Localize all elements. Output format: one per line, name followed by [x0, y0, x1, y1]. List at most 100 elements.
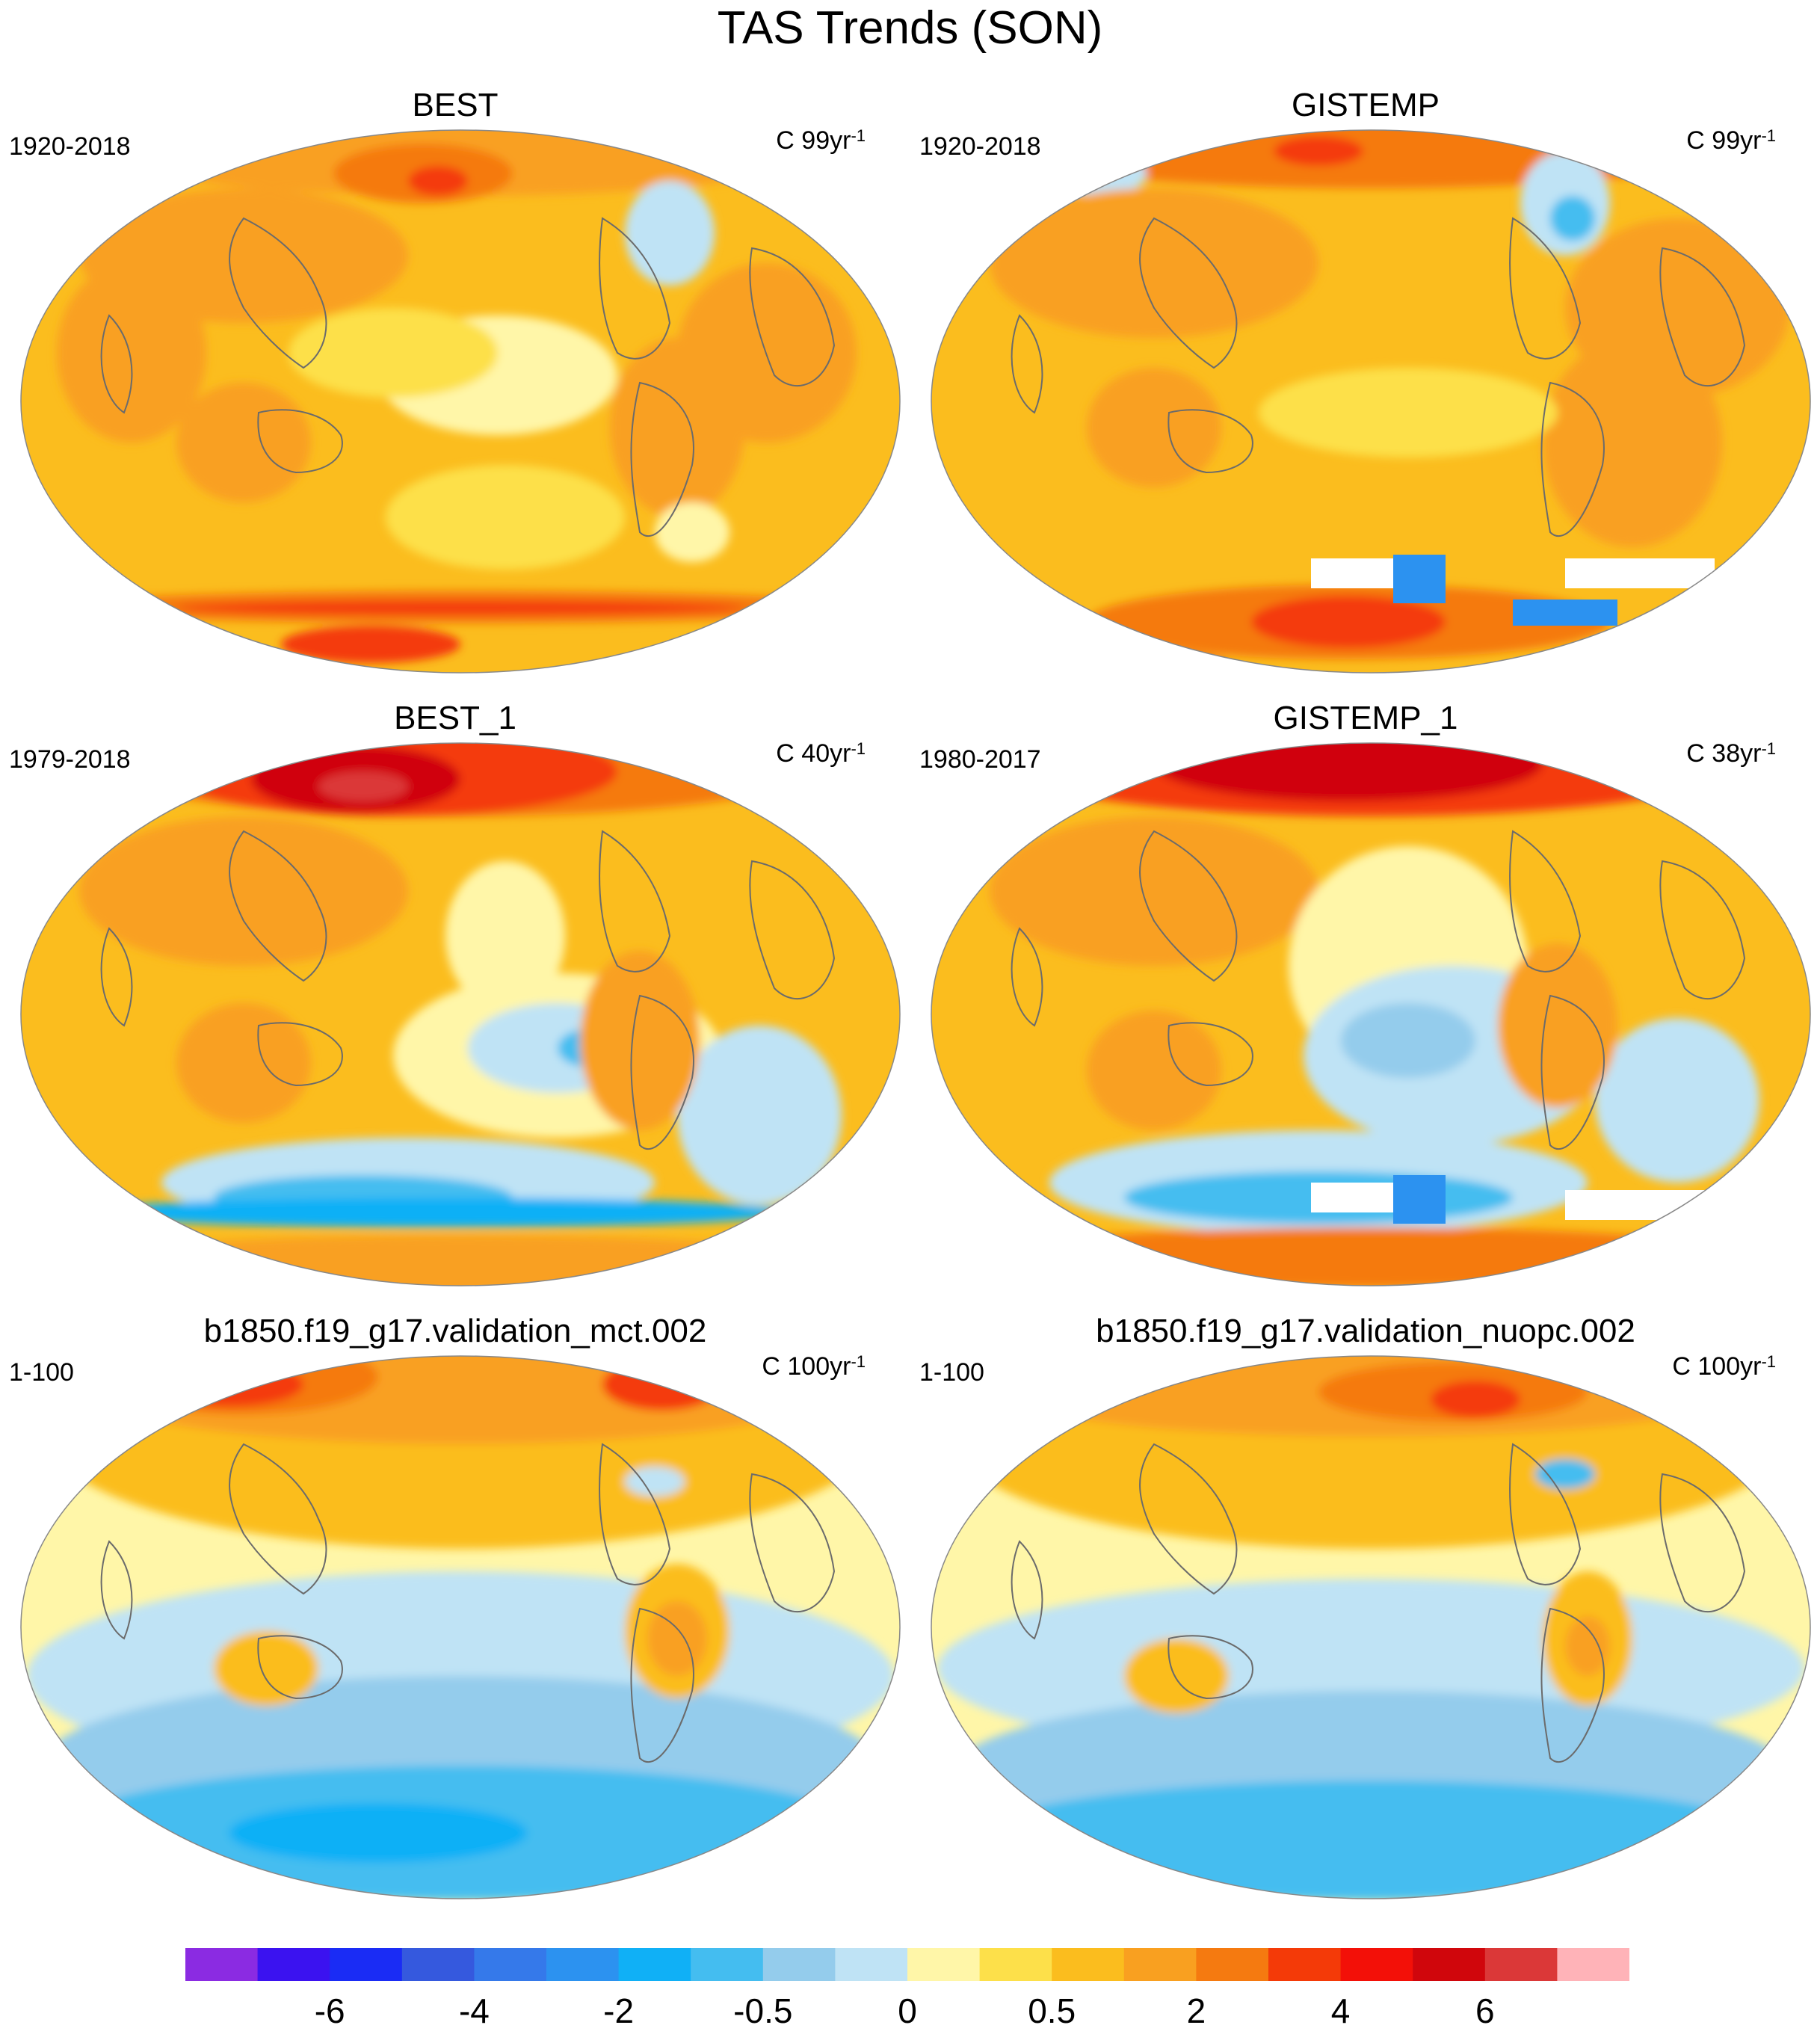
map-plot: [20, 742, 901, 1286]
map-contour-region: [1251, 596, 1446, 648]
map-plot: [931, 742, 1811, 1286]
colorbar-swatch: [835, 1948, 908, 1981]
map-contour-region: [87, 1198, 789, 1227]
map-contour-region: [1087, 368, 1221, 487]
panel-units: C 40yr-1: [776, 739, 866, 768]
panel-title: b1850.f19_g17.validation_mct.002: [203, 1313, 707, 1349]
colorbar-tick-label: -2: [603, 1991, 635, 2030]
panel-title: BEST_1: [394, 700, 516, 736]
coastline: [749, 247, 836, 387]
map-contour-region: [72, 1356, 849, 1444]
map-contour-region: [647, 1601, 707, 1676]
missing-data-region: [1311, 558, 1393, 588]
colorbar-swatch: [979, 1948, 1052, 1981]
map-contour-region: [318, 771, 408, 801]
coastline: [1540, 1607, 1605, 1763]
coastline: [1509, 830, 1582, 973]
map-plot: [20, 1355, 901, 1899]
map-contour-region: [1124, 1639, 1229, 1713]
coastline: [100, 1540, 133, 1640]
map-panel: b1850.f19_g17.validation_nuopc.002 1-100 C…: [910, 1226, 1820, 1899]
map-contour-region: [408, 166, 468, 196]
colorbar-tick-label: -0.5: [733, 1991, 793, 2030]
map-contour-region: [655, 502, 729, 562]
coastline: [1167, 409, 1253, 474]
map-contour-region: [625, 1467, 685, 1497]
map-contour-region: [57, 263, 206, 443]
coastline: [1540, 381, 1605, 537]
map-contour-region: [990, 816, 1318, 966]
map-contour-region: [176, 600, 744, 615]
colorbar: [185, 1948, 1629, 1981]
map-contour-region: [1393, 1175, 1446, 1224]
coastline: [257, 409, 343, 474]
coastline: [630, 1607, 694, 1763]
colorbar-tick-label: -6: [314, 1991, 345, 2030]
panel-units: C 100yr-1: [1672, 1352, 1776, 1381]
map-contour-region: [1550, 196, 1595, 241]
coastline: [1139, 830, 1238, 982]
map-contour-region: [1513, 600, 1617, 626]
map-contour-region: [386, 465, 625, 570]
missing-data-region: [1311, 1183, 1393, 1212]
coastline: [1011, 1540, 1043, 1640]
coastline: [1659, 860, 1746, 1000]
coastline: [1167, 1022, 1253, 1087]
panel-title: BEST: [412, 87, 499, 123]
panel-units: C 100yr-1: [762, 1352, 866, 1381]
coastline: [1509, 1443, 1582, 1585]
map-contour-region: [602, 1358, 722, 1411]
panel-period: 1-100: [9, 1358, 74, 1387]
map-contour-region: [1341, 1003, 1475, 1078]
colorbar-swatch: [1340, 1948, 1413, 1981]
colorbar-swatch: [1413, 1948, 1486, 1981]
map-panel: b1850.f19_g17.validation_mct.002 1-100 C 1…: [0, 1226, 910, 1899]
map-plot: [931, 1355, 1811, 1899]
map-plot: [20, 129, 901, 674]
missing-data-region: [1565, 1190, 1715, 1220]
coastline: [229, 1443, 327, 1595]
map-contour-region: [214, 1631, 318, 1706]
coastline: [1659, 247, 1746, 387]
colorbar-swatch: [330, 1948, 403, 1981]
map-contour-region: [677, 1026, 842, 1205]
map-border: [20, 1355, 901, 1899]
coastline: [630, 381, 694, 537]
colorbar-tick-label: -4: [458, 1991, 490, 2030]
map-border: [20, 129, 901, 674]
colorbar-swatch: [618, 1948, 691, 1981]
map-border: [931, 1355, 1811, 1899]
panel-title: GISTEMP_1: [1273, 700, 1458, 736]
panel-units: C 38yr-1: [1686, 739, 1776, 768]
map-contour-region: [1259, 368, 1558, 457]
colorbar-tick-label: 6: [1475, 1991, 1495, 2030]
coastline: [257, 1635, 343, 1700]
coastline: [257, 1022, 343, 1087]
panel-period: 1920-2018: [9, 132, 131, 161]
map-contour-region: [445, 861, 565, 1011]
map-panel: BEST 1920-2018 C 99yr-1: [0, 0, 910, 674]
map-contour-region: [580, 951, 700, 1130]
colorbar-swatch: [401, 1948, 475, 1981]
map-plot: [931, 129, 1811, 674]
coastline: [599, 1443, 671, 1585]
coastline: [1659, 1473, 1746, 1613]
coastline: [749, 860, 836, 1000]
colorbar-swatch: [762, 1948, 836, 1981]
map-contour-region: [72, 130, 849, 196]
map-contour-region: [289, 308, 498, 398]
panel-period: 1979-2018: [9, 745, 131, 774]
colorbar-swatch: [1123, 1948, 1197, 1981]
map-panel: GISTEMP_1 1980-2017 C 38yr-1: [910, 613, 1820, 1286]
map-contour-region: [1595, 1018, 1759, 1183]
panel-title: GISTEMP: [1291, 87, 1440, 123]
map-border: [931, 129, 1811, 674]
colorbar-swatch: [1052, 1948, 1125, 1981]
panel-title: b1850.f19_g17.validation_nuopc.002: [1096, 1313, 1635, 1349]
map-contour-region: [154, 1362, 303, 1407]
map-contour-region: [1274, 136, 1363, 166]
map-contour-region: [990, 188, 1318, 338]
panel-units: C 99yr-1: [776, 126, 866, 155]
coastline: [1509, 217, 1582, 360]
map-contour-region: [176, 1003, 311, 1123]
